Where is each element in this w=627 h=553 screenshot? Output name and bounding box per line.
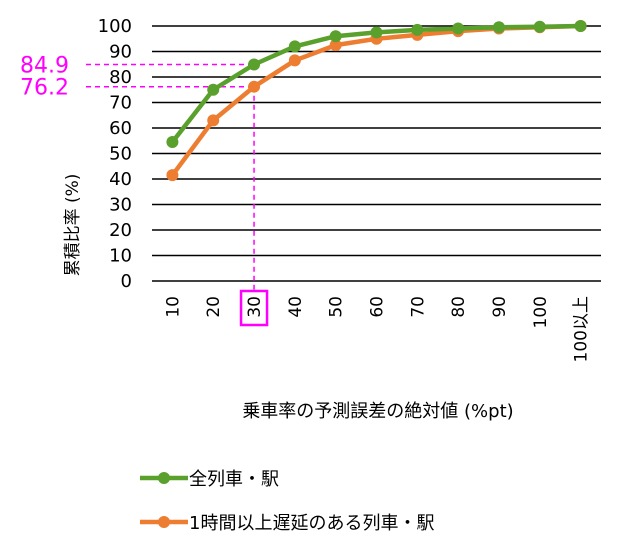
data-point [288, 54, 301, 67]
data-point [329, 30, 342, 43]
data-point [370, 26, 383, 39]
legend-swatch-marker [158, 472, 170, 484]
y-tick-label: 70 [109, 93, 132, 114]
highlight-annotations: 84.976.2 [20, 54, 269, 327]
x-tick-label: 40 [286, 296, 306, 318]
x-tick-label: 100以上 [572, 296, 592, 362]
y-tick-label: 40 [109, 169, 132, 190]
data-point [329, 39, 342, 52]
data-point [574, 20, 587, 32]
x-axis-ticks: 10 20 30 40 50 60 70 80 90 100 100以上 [163, 296, 591, 362]
data-point [533, 20, 546, 33]
y-tick-label: 30 [109, 195, 132, 216]
data-point [248, 80, 261, 93]
series-1 [166, 20, 587, 182]
y-tick-label: 100 [98, 16, 132, 37]
legend-item: 1時間以上遅延のある列車・駅 [140, 513, 434, 534]
data-point [166, 169, 179, 182]
data-point [166, 136, 179, 149]
data-point [248, 58, 261, 71]
annotation-value: 76.2 [20, 76, 69, 101]
data-point [207, 114, 220, 127]
data-point [411, 23, 424, 36]
x-tick-label: 90 [490, 296, 510, 318]
series-0 [166, 20, 587, 149]
legend-label: 1時間以上遅延のある列車・駅 [189, 513, 434, 534]
y-tick-label: 60 [109, 118, 132, 139]
series-lines [166, 20, 587, 182]
x-tick-label: 100 [531, 296, 551, 328]
x-tick-label: 70 [408, 296, 428, 318]
x-axis-label: 乗車率の予測誤差の絶対値 (%pt) [242, 401, 513, 422]
y-tick-label: 10 [109, 246, 132, 267]
legend: 全列車・駅 1時間以上遅延のある列車・駅 [140, 469, 434, 534]
legend-item: 全列車・駅 [140, 469, 279, 490]
y-tick-label: 50 [109, 144, 132, 165]
y-axis-ticks: 0 10 20 30 40 50 60 70 80 90 100 [98, 16, 132, 292]
y-axis-label: 累積比率 (%) [63, 174, 83, 277]
x-tick-label: 30 [245, 296, 265, 318]
gridlines [152, 25, 601, 282]
x-tick-label: 80 [449, 296, 469, 318]
data-point [492, 21, 505, 34]
legend-swatch-marker [158, 516, 170, 528]
highlight-box [239, 289, 269, 327]
y-tick-label: 80 [109, 67, 132, 88]
x-tick-label: 60 [368, 296, 388, 318]
x-tick-label: 50 [327, 296, 347, 318]
data-point [452, 22, 465, 35]
annotation-value: 84.9 [20, 54, 69, 79]
x-tick-label: 10 [163, 296, 183, 318]
y-tick-label: 90 [109, 42, 132, 63]
y-tick-label: 20 [109, 220, 132, 241]
x-tick-label: 20 [204, 296, 224, 318]
data-point [207, 83, 220, 96]
legend-label: 全列車・駅 [189, 469, 279, 490]
data-point [288, 40, 301, 53]
y-tick-label: 0 [121, 271, 132, 292]
